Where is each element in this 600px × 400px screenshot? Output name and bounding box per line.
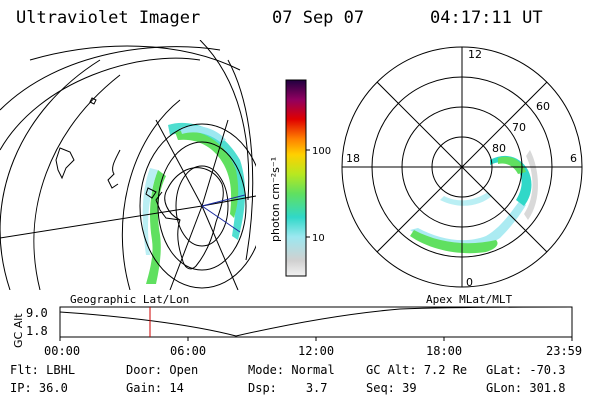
status-glon: GLon: 301.8 [486,381,565,395]
geographic-map [0,40,256,290]
timeline-xtick: 06:00 [170,344,207,358]
altitude-timeline: GC Alt [12,306,573,348]
status-filter-label: Flt: [10,363,39,377]
status-filter: Flt: LBHL [10,363,75,377]
timeline-xtick: 00:00 [44,344,81,358]
status-door-value: Open [169,363,199,377]
status-dsp-value: 3.7 [305,381,328,395]
mlt-label-6: 6 [570,152,577,165]
status-ip-value: 36.0 [38,381,68,395]
timeline-xtick: 12:00 [298,344,335,358]
status-filter-value: LBHL [46,363,76,377]
status-door: Door: Open [126,363,198,377]
mlat-label-80: 80 [492,142,506,155]
apex-label: Apex MLat/MLT [426,293,513,306]
timeline-ylabel: GC Alt [12,313,25,348]
status-gain-value: 14 [169,381,184,395]
timeline-xtick: 23:59 [546,344,583,358]
geographic-label: Geographic Lat/Lon [70,293,190,306]
colorbar-unit-label: photon cm⁻²s⁻¹ [269,157,282,242]
status-glat: GLat: -70.3 [486,363,565,377]
status-mode-value: Normal [291,363,335,377]
status-dsp-label: Dsp: [248,381,277,395]
status-mode-label: Mode: [248,363,285,377]
status-ip-label: IP: [10,381,32,395]
latlon-grid [0,40,256,290]
mlt-label-0: 0 [466,276,473,289]
status-seq-label: Seq: [366,381,395,395]
status-glat-value: -70.3 [529,363,566,377]
app-title: Ultraviolet Imager [16,8,201,28]
timeline-ymin: 1.8 [26,324,48,338]
status-glon-value: 301.8 [529,381,566,395]
status-door-label: Door: [126,363,163,377]
timeline-xtick: 18:00 [426,344,463,358]
status-ip: IP: 36.0 [10,381,68,395]
timeline-ymax: 9.0 [26,306,48,320]
status-glon-label: GLon: [486,381,523,395]
date-label: 07 Sep 07 [272,8,365,28]
status-gcalt: GC Alt: 7.2 Re [366,363,467,377]
continent-outlines [55,97,224,270]
status-gain-label: Gain: [126,381,163,395]
mlat-label-70: 70 [512,121,526,134]
status-dsp: Dsp: 3.7 [248,381,328,395]
status-gain: Gain: 14 [126,381,184,395]
status-seq: Seq: 39 [366,381,417,395]
colorbar-tick-10: 10 [312,233,325,244]
status-seq-value: 39 [402,381,417,395]
polar-plot: 12 18 6 0 60 70 80 [341,46,583,289]
mlat-label-60: 60 [536,100,550,113]
status-mode: Mode: Normal [248,363,335,377]
projection-lines [201,194,246,233]
colorbar-tick-100: 100 [312,146,331,157]
status-gcalt-value: 7.2 Re [423,363,468,377]
status-gcalt-label: GC Alt: [366,363,417,377]
time-label: 04:17:11 UT [430,8,543,28]
status-glat-label: GLat: [486,363,523,377]
mlt-label-18: 18 [346,152,360,165]
colorbar: 100 10 photon cm⁻²s⁻¹ [269,79,331,277]
mlt-label-12: 12 [468,48,482,61]
